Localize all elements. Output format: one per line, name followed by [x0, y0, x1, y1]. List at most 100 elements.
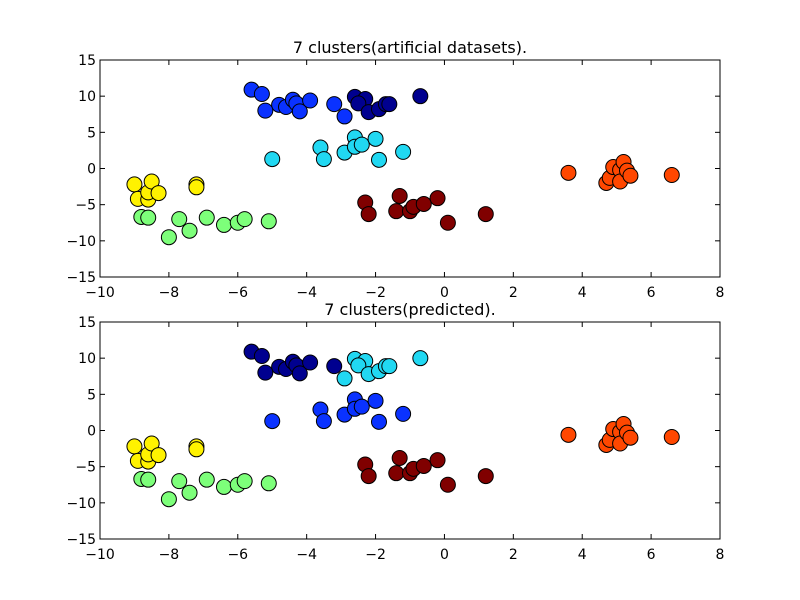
x-tick-label: −10	[85, 547, 115, 563]
x-tick-label: −6	[227, 285, 248, 301]
data-point	[415, 195, 432, 212]
data-point	[381, 358, 398, 375]
data-point	[371, 413, 387, 430]
y-tick-label: −15	[66, 270, 96, 286]
x-tick-label: −6	[227, 547, 248, 563]
data-point	[291, 103, 308, 120]
x-tick-label: −2	[365, 285, 386, 301]
x-tick-label: −8	[159, 547, 180, 563]
y-tick-label: −15	[66, 532, 96, 548]
data-point	[391, 449, 408, 466]
x-tick-label: 2	[509, 285, 518, 301]
plot-area-frame	[99, 321, 721, 540]
x-tick-label: 8	[716, 285, 725, 301]
data-point	[216, 478, 232, 495]
data-point	[171, 211, 188, 228]
data-point	[412, 350, 429, 367]
y-tick-label: −5	[75, 460, 96, 476]
data-point	[302, 354, 319, 371]
data-point	[188, 179, 205, 196]
x-tick-label: −2	[365, 547, 386, 563]
y-tick-label: −10	[66, 496, 96, 512]
data-point	[395, 405, 412, 422]
data-point	[429, 190, 446, 207]
data-point	[367, 392, 384, 409]
data-point	[391, 187, 408, 204]
x-tick-label: 0	[440, 547, 449, 563]
data-point	[181, 484, 198, 501]
subplot-title: 7 clusters(predicted).	[324, 300, 495, 319]
data-point	[253, 85, 270, 102]
data-point	[160, 491, 177, 508]
x-tick-label: 0	[440, 285, 449, 301]
data-point	[388, 203, 405, 220]
x-tick-label: −4	[296, 547, 317, 563]
plot-area-frame	[99, 59, 721, 278]
data-point	[160, 229, 177, 246]
data-point	[126, 176, 143, 193]
data-point	[663, 429, 680, 446]
data-point	[188, 441, 205, 458]
data-point	[291, 365, 308, 382]
data-point	[439, 476, 456, 493]
data-point	[216, 216, 232, 233]
x-tick-label: 8	[716, 547, 725, 563]
data-point	[171, 473, 188, 490]
data-point	[353, 136, 370, 153]
y-tick-label: 15	[78, 53, 96, 69]
data-point	[560, 164, 577, 181]
subplot-predicted: 7 clusters(predicted). −10 −8 −6 −4 −2 0 2 4 6 8 1…	[66, 300, 724, 563]
data-point	[622, 167, 639, 184]
data-point	[198, 471, 215, 488]
data-point	[622, 429, 639, 446]
x-tick-label: 2	[509, 547, 518, 563]
x-tick-label: −8	[159, 285, 180, 301]
data-point	[412, 88, 429, 105]
data-point	[257, 364, 274, 381]
data-point	[360, 206, 377, 223]
data-point	[360, 468, 377, 485]
data-point	[260, 213, 277, 230]
y-tick-label: 15	[78, 315, 96, 331]
data-point	[336, 108, 353, 125]
data-point	[143, 435, 160, 452]
data-point	[315, 151, 332, 168]
data-point	[367, 130, 384, 147]
data-point	[381, 96, 398, 113]
data-point	[336, 370, 353, 387]
y-tick-label: −5	[75, 198, 96, 214]
data-point	[388, 465, 405, 482]
y-tick-label: −10	[66, 234, 96, 250]
data-point	[257, 102, 274, 119]
data-point	[439, 214, 456, 231]
y-tick-label: 10	[78, 89, 96, 105]
data-point	[429, 452, 446, 469]
y-tick-label: 10	[78, 351, 96, 367]
data-point	[477, 468, 494, 485]
data-point	[415, 457, 432, 474]
data-point	[140, 209, 157, 226]
data-point	[560, 426, 577, 443]
data-point	[326, 96, 343, 113]
x-tick-label: −4	[296, 285, 317, 301]
x-tick-label: 6	[647, 547, 656, 563]
subplot-title: 7 clusters(artificial datasets).	[293, 38, 527, 57]
data-point	[260, 475, 277, 492]
x-tick-label: 4	[578, 547, 587, 563]
data-point	[150, 185, 167, 202]
subplot-artificial-datasets: 7 clusters(artificial datasets). −10 −8 −6…	[66, 38, 724, 301]
y-tick-label: 0	[87, 162, 96, 178]
data-point	[353, 398, 370, 415]
y-tick-label: 5	[87, 125, 96, 141]
data-point	[181, 222, 198, 239]
data-point	[140, 471, 157, 488]
data-point	[264, 151, 281, 168]
x-tick-label: 6	[647, 285, 656, 301]
data-point	[198, 209, 215, 226]
data-point	[126, 438, 143, 455]
data-point	[663, 167, 680, 184]
x-tick-label: 4	[578, 285, 587, 301]
y-tick-label: 0	[87, 424, 96, 440]
